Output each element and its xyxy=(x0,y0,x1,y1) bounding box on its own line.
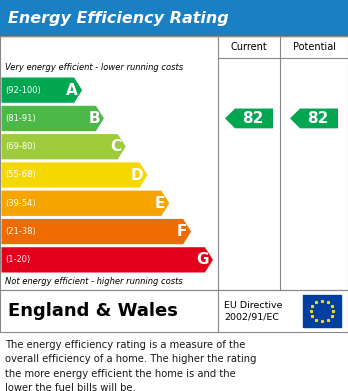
Polygon shape xyxy=(1,219,191,244)
Text: G: G xyxy=(196,252,209,267)
Text: F: F xyxy=(177,224,187,239)
Text: Not energy efficient - higher running costs: Not energy efficient - higher running co… xyxy=(5,278,183,287)
Text: EU Directive: EU Directive xyxy=(224,301,283,310)
Bar xyxy=(303,295,341,327)
Polygon shape xyxy=(1,106,104,131)
Polygon shape xyxy=(1,247,213,273)
Text: 82: 82 xyxy=(307,111,329,126)
Text: Energy Efficiency Rating: Energy Efficiency Rating xyxy=(8,11,229,25)
Text: D: D xyxy=(131,167,143,183)
Text: A: A xyxy=(66,83,78,98)
Text: (1-20): (1-20) xyxy=(6,255,31,264)
Bar xyxy=(0,290,348,332)
Polygon shape xyxy=(290,109,338,128)
Text: England & Wales: England & Wales xyxy=(8,302,178,320)
Text: (39-54): (39-54) xyxy=(6,199,36,208)
Text: Current: Current xyxy=(231,42,267,52)
Bar xyxy=(0,0,348,36)
Bar xyxy=(0,36,348,290)
Text: Potential: Potential xyxy=(293,42,335,52)
Text: (69-80): (69-80) xyxy=(6,142,36,151)
Text: The energy efficiency rating is a measure of the
overall efficiency of a home. T: The energy efficiency rating is a measur… xyxy=(5,340,256,391)
Polygon shape xyxy=(225,109,273,128)
Polygon shape xyxy=(1,191,169,216)
Text: (21-38): (21-38) xyxy=(6,227,36,236)
Text: C: C xyxy=(111,139,122,154)
Text: (55-68): (55-68) xyxy=(6,170,36,179)
Polygon shape xyxy=(1,162,148,188)
Text: 2002/91/EC: 2002/91/EC xyxy=(224,313,279,322)
Text: (81-91): (81-91) xyxy=(6,114,36,123)
Text: B: B xyxy=(88,111,100,126)
Polygon shape xyxy=(1,134,126,160)
Text: 82: 82 xyxy=(242,111,264,126)
Polygon shape xyxy=(1,77,82,103)
Text: (92-100): (92-100) xyxy=(6,86,41,95)
Text: E: E xyxy=(155,196,165,211)
Text: Very energy efficient - lower running costs: Very energy efficient - lower running co… xyxy=(5,63,183,72)
